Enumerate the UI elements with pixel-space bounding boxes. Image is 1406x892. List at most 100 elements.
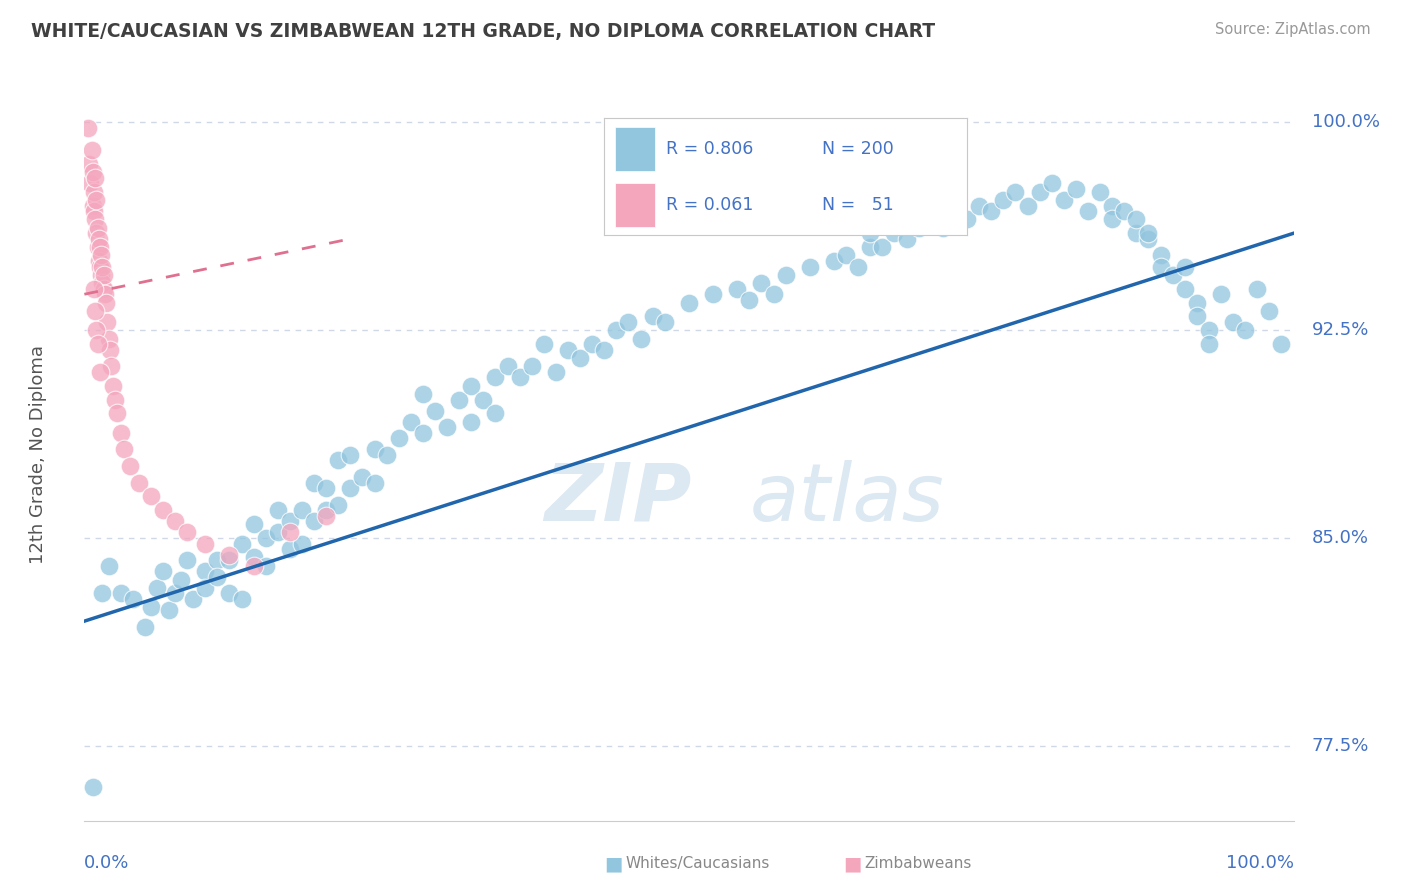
Point [82,198,104,212]
Point [363,475,385,490]
Point [96,315,118,329]
Point [1185,295,1208,310]
Point [520,359,543,374]
Text: 85.0%: 85.0% [1312,529,1368,547]
Point [678,295,700,310]
Point [128,475,150,490]
Point [86,337,108,351]
Point [484,370,506,384]
Point [835,248,858,262]
Point [352,470,374,484]
Point [120,458,142,473]
Point [751,276,773,290]
Point [87,254,110,268]
Point [218,548,240,562]
Point [100,359,122,374]
Point [799,260,821,274]
Point [472,392,495,407]
Point [1028,185,1050,199]
Point [315,481,337,495]
Point [97,558,120,573]
Point [93,268,115,282]
Point [920,212,942,227]
Point [146,581,169,595]
Point [86,220,108,235]
Point [1198,323,1220,337]
Point [139,600,162,615]
Text: atlas: atlas [749,459,945,538]
Point [77,157,100,171]
Point [218,553,240,567]
Point [89,365,111,379]
Point [423,403,446,417]
Point [932,220,955,235]
Point [484,406,506,420]
Point [436,420,458,434]
Point [956,212,979,227]
Point [775,268,797,282]
Point [967,198,990,212]
Point [883,227,905,241]
Point [725,282,748,296]
Point [557,343,579,357]
Point [1234,323,1257,337]
Point [460,378,482,392]
Text: WHITE/CAUCASIAN VS ZIMBABWEAN 12TH GRADE, NO DIPLOMA CORRELATION CHART: WHITE/CAUCASIAN VS ZIMBABWEAN 12TH GRADE… [31,22,935,41]
Text: 0.0%: 0.0% [84,854,129,871]
Point [412,387,434,401]
Point [872,240,894,254]
Point [859,227,882,241]
Point [412,425,434,440]
Point [302,515,325,529]
Point [581,337,603,351]
Point [278,542,301,557]
Point [77,120,100,135]
Point [641,310,664,324]
Point [449,392,471,407]
Point [328,498,350,512]
Point [496,359,519,374]
Point [83,282,105,296]
Point [1149,260,1171,274]
Point [1198,337,1220,351]
Point [94,295,117,310]
Point [86,227,108,241]
Point [1137,227,1160,241]
Point [165,515,187,529]
Point [86,240,108,254]
Point [1149,248,1171,262]
Point [1053,193,1076,207]
Point [533,337,555,351]
Point [104,392,127,407]
Text: 77.5%: 77.5% [1312,737,1369,755]
Point [846,260,869,274]
Point [254,558,277,573]
Point [1040,177,1063,191]
Point [859,240,882,254]
Point [1246,282,1268,296]
Point [83,204,105,219]
Point [302,475,325,490]
Point [1114,204,1136,219]
Point [460,415,482,429]
Point [399,415,422,429]
Point [339,481,361,495]
Point [291,503,314,517]
Point [139,490,162,504]
Point [1174,260,1197,274]
Point [176,525,198,540]
Point [181,592,204,607]
Point [907,220,929,235]
Point [943,204,966,219]
Point [1064,182,1087,196]
Point [1161,268,1184,282]
Point [1185,310,1208,324]
Point [84,212,107,227]
Point [593,343,616,357]
Point [1077,204,1099,219]
Point [86,323,108,337]
Point [110,425,132,440]
Point [1270,337,1292,351]
Point [254,531,277,545]
Text: ZIP: ZIP [544,459,692,538]
